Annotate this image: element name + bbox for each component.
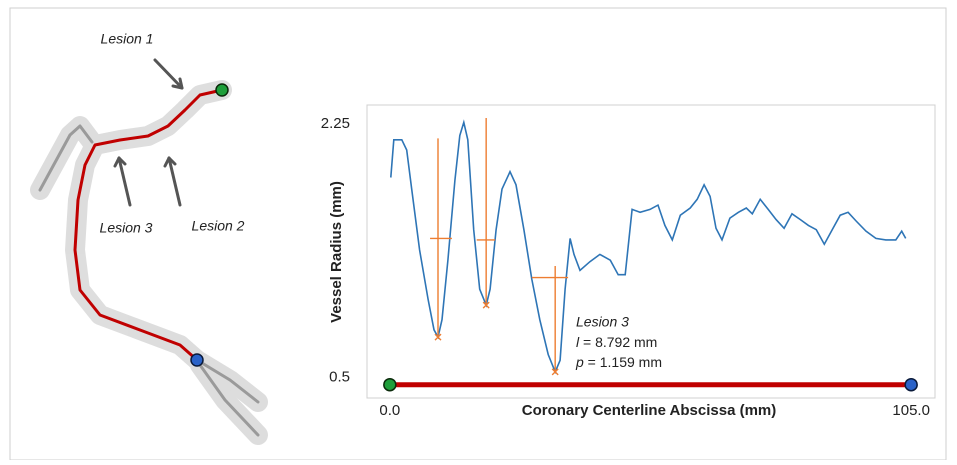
annotation-symbol: l [576, 334, 580, 350]
lesion-minimum [551, 368, 559, 376]
annotation-value: = 1.159 mm [584, 354, 662, 370]
annotation-line: p = 1.159 mm [575, 354, 662, 370]
lesion-marker [430, 138, 452, 341]
annotation-symbol: p [575, 354, 584, 370]
vessel-illustration [30, 58, 268, 445]
annotation-title: Lesion 3 [576, 314, 629, 330]
lesion-minimum [482, 301, 490, 309]
y-axis-label: Vessel Radius (mm) [328, 181, 345, 323]
annotation-line: l = 8.792 mm [576, 334, 657, 350]
lesion-minimum [434, 333, 442, 341]
lesion-label: Lesion 2 [192, 218, 245, 234]
annotation-value: = 8.792 mm [579, 334, 657, 350]
lesion-label: Lesion 3 [100, 220, 153, 236]
x-tick-label: 0.0 [379, 402, 400, 419]
x-axis-label: Coronary Centerline Abscissa (mm) [522, 402, 777, 419]
end-point [904, 377, 918, 392]
radius-line [390, 119, 907, 374]
x-tick-label: 105.0 [892, 402, 930, 419]
lesion-label: Lesion 1 [101, 31, 154, 47]
lesion-marker [531, 266, 569, 376]
y-tick-label: 2.25 [321, 115, 350, 132]
lesion-marker [476, 118, 496, 309]
y-tick-label: 0.5 [329, 369, 350, 386]
plot-frame [366, 104, 936, 399]
start-point [383, 377, 397, 392]
